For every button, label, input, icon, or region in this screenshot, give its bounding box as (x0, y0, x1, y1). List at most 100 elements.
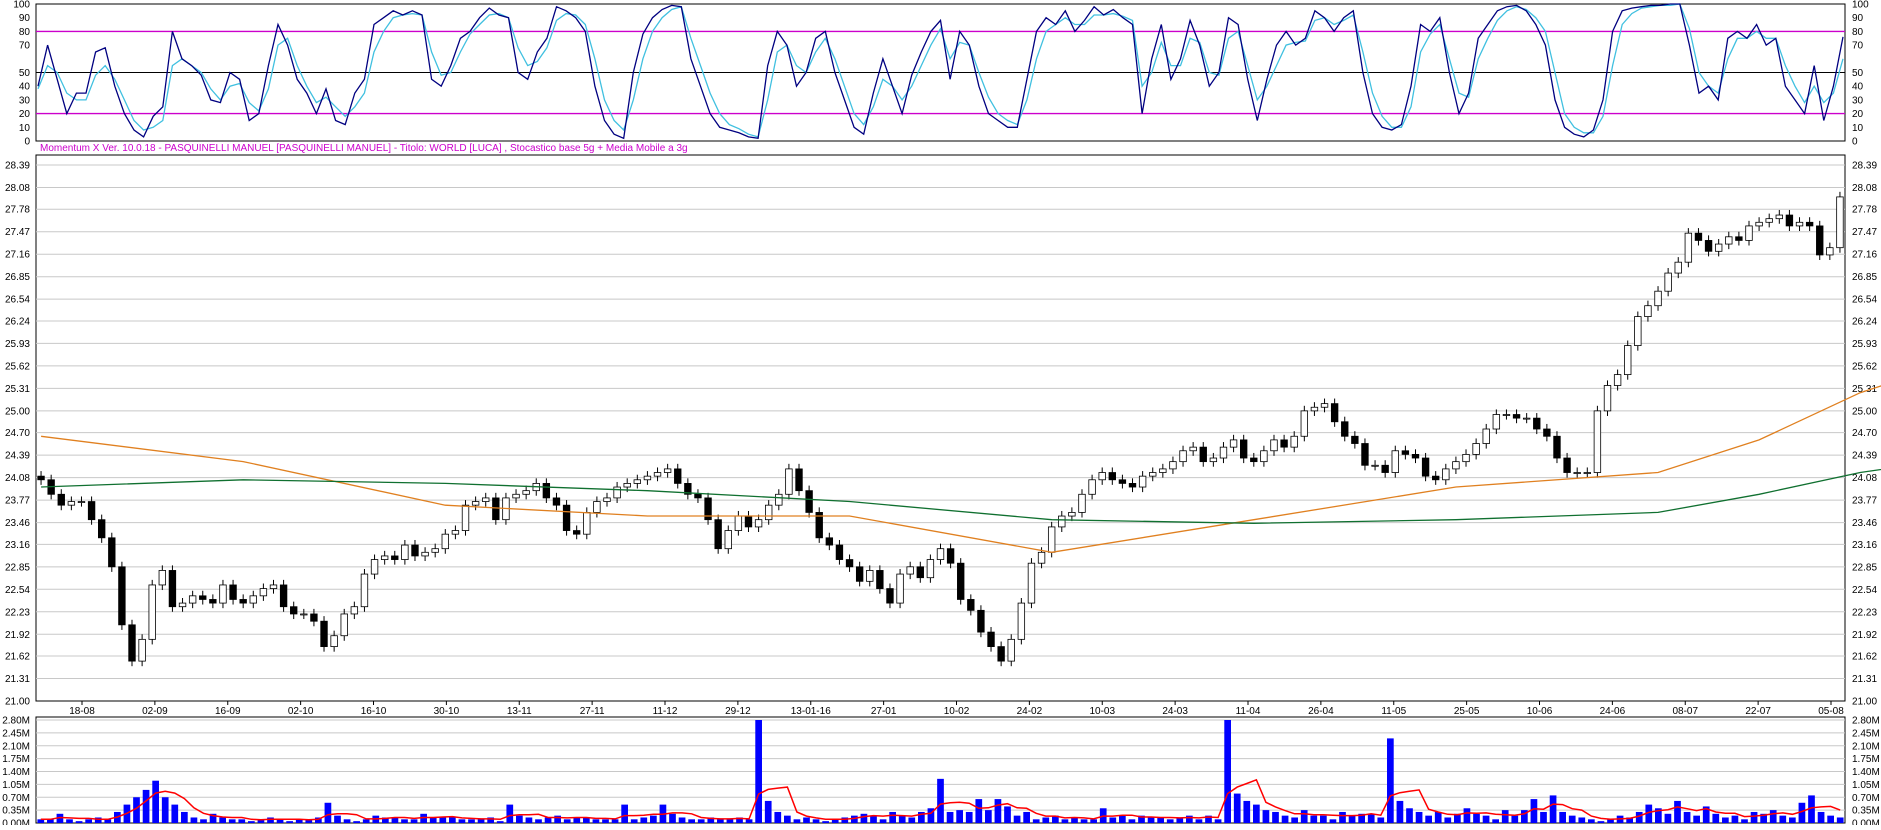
candle-body-148 (1533, 417, 1541, 430)
candle-107 (1118, 474, 1127, 489)
candle-body-10 (138, 638, 146, 662)
volume-bar-166 (1626, 817, 1633, 823)
price-y-tick-right-23: 28.08 (1852, 183, 1877, 194)
price-y-tick-left-11: 24.39 (5, 451, 30, 462)
candle-7 (108, 532, 116, 572)
candle-92 (967, 594, 975, 616)
volume-y-tick-left-0: 0.00M (2, 819, 30, 826)
volume-bar-167 (1635, 811, 1643, 823)
candle-body-85 (896, 573, 904, 604)
volume-bar-1 (47, 819, 54, 823)
price-y-tick-right-21: 27.47 (1852, 227, 1877, 238)
volume-bar-24 (267, 817, 274, 823)
moving-average-ma_fast (41, 385, 1881, 553)
volume-bar-116 (1147, 817, 1155, 823)
candle-6 (98, 514, 106, 543)
candle-body-33 (370, 559, 379, 575)
volume-bar-158 (1549, 795, 1557, 823)
volume-bar-19 (219, 817, 226, 823)
candle-body-157 (1624, 345, 1632, 376)
candle-164 (1694, 228, 1703, 246)
candle-158 (1634, 311, 1642, 351)
candle-body-146 (1512, 414, 1521, 419)
price-y-tick-left-12: 24.70 (5, 428, 30, 439)
volume-y-tick-left-8: 2.80M (2, 716, 30, 727)
candle-body-130 (1351, 435, 1359, 444)
candle-9 (128, 619, 136, 667)
candle-96 (1007, 634, 1015, 667)
candle-120 (1250, 452, 1258, 467)
x-tick-label-3: 02-10 (288, 706, 314, 717)
volume-bar-108 (1071, 817, 1078, 823)
volume-bar-157 (1540, 811, 1547, 823)
candle-body-39 (431, 548, 439, 553)
volume-bar-107 (1061, 819, 1069, 823)
candle-body-35 (391, 555, 399, 560)
price-y-tick-left-18: 26.54 (5, 295, 30, 306)
candle-29 (330, 630, 338, 652)
x-tick-label-4: 16-10 (361, 706, 387, 717)
candle-body-86 (906, 566, 914, 575)
candle-83 (876, 565, 884, 594)
candle-165 (1704, 235, 1713, 257)
candle-body-75 (795, 468, 803, 492)
price-y-tick-right-14: 25.31 (1852, 384, 1877, 395)
volume-bar-177 (1731, 815, 1739, 823)
volume-bar-49 (506, 804, 514, 823)
candle-body-152 (1573, 472, 1581, 474)
candle-body-16 (199, 595, 207, 600)
candle-body-96 (1007, 638, 1015, 662)
osc-d-line (37, 3, 1844, 138)
volume-bar-31 (334, 815, 341, 823)
candle-169 (1745, 220, 1753, 246)
candle-50 (542, 478, 551, 503)
volume-bar-85 (851, 815, 858, 823)
candle-body-143 (1482, 428, 1490, 444)
candle-148 (1533, 413, 1541, 435)
candle-body-71 (754, 519, 763, 528)
candle-body-167 (1725, 236, 1733, 245)
volume-bar-40 (420, 813, 427, 823)
volume-bar-18 (209, 813, 217, 823)
candle-11 (148, 579, 156, 645)
candle-153 (1583, 467, 1591, 478)
candle-body-67 (714, 519, 722, 550)
candle-body-150 (1553, 435, 1561, 459)
volume-bar-50 (516, 815, 523, 823)
candle-body-136 (1411, 453, 1420, 459)
candle-151 (1563, 452, 1571, 478)
price-y-tick-left-15: 25.62 (5, 361, 30, 372)
candle-91 (957, 558, 965, 605)
candle-body-125 (1300, 410, 1309, 437)
x-tick-label-2: 16-09 (215, 706, 241, 717)
volume-bar-43 (449, 817, 456, 823)
volume-bar-25 (276, 819, 284, 823)
chart-caption: Momentum X Ver. 10.0.18 - PASQUINELLI MA… (40, 143, 688, 154)
candle-body-104 (1088, 479, 1096, 495)
price-y-tick-left-6: 22.85 (5, 562, 30, 573)
volume-bar-60 (611, 819, 619, 823)
candle-142 (1472, 438, 1480, 460)
volume-bar-88 (879, 819, 887, 823)
volume-bar-133 (1310, 815, 1318, 823)
candle-15 (188, 590, 197, 609)
volume-bar-84 (841, 817, 849, 823)
candle-10 (138, 634, 146, 667)
volume-bar-56 (573, 817, 581, 823)
candle-0 (37, 471, 45, 485)
volume-bar-94 (937, 778, 944, 823)
price-y-tick-left-10: 24.08 (5, 473, 30, 484)
candle-body-52 (562, 504, 571, 531)
candle-body-164 (1694, 232, 1703, 241)
candle-body-131 (1361, 443, 1369, 466)
volume-bar-132 (1300, 810, 1308, 823)
price-y-tick-right-24: 28.39 (1852, 161, 1877, 172)
volume-bar-33 (353, 821, 360, 823)
volume-bar-17 (200, 819, 207, 823)
volume-bar-3 (66, 819, 73, 823)
candle-118 (1229, 434, 1238, 453)
candle-44 (482, 492, 490, 507)
candle-80 (845, 554, 854, 572)
candle-body-117 (1219, 446, 1228, 459)
